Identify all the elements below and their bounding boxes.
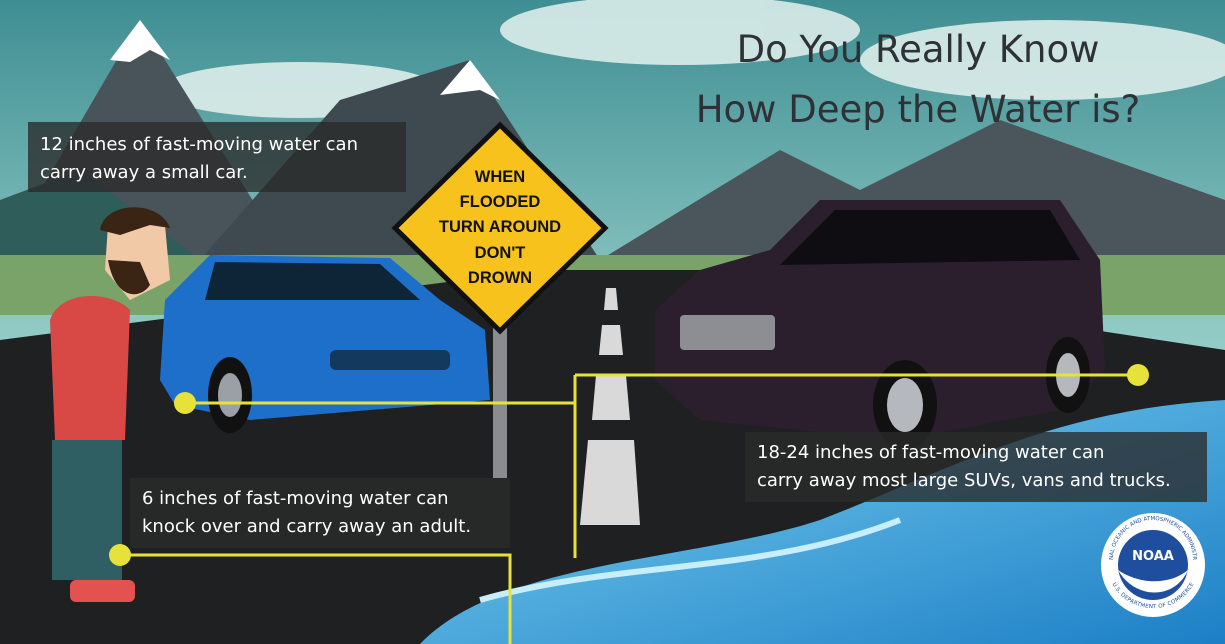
callout-text: 18-24 inches of fast-moving water can xyxy=(757,442,1104,463)
callout-text: 12 inches of fast-moving water can xyxy=(40,134,358,155)
sign-text: DROWN xyxy=(468,269,532,287)
sign-pole xyxy=(493,318,507,478)
title: How Deep the Water is? xyxy=(696,88,1141,131)
sign-text: FLOODED xyxy=(460,193,541,211)
callout-text: 6 inches of fast-moving water can xyxy=(142,488,449,509)
sign-text: DON'T xyxy=(475,244,526,262)
infographic: WHEN FLOODED TURN AROUND DON'T DROWN 12 … xyxy=(0,0,1225,644)
callout-text: carry away a small car. xyxy=(40,162,248,183)
callout-text: carry away most large SUVs, vans and tru… xyxy=(757,470,1171,491)
logo-name: NOAA xyxy=(1132,549,1174,564)
title: Do You Really Know xyxy=(737,28,1100,71)
sign-text: WHEN xyxy=(475,168,525,186)
sign-text: TURN AROUND xyxy=(439,218,561,236)
callout-text: knock over and carry away an adult. xyxy=(142,516,471,537)
